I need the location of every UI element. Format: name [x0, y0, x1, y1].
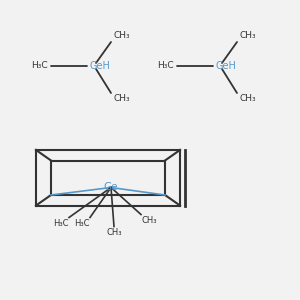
Text: GeH: GeH	[90, 61, 111, 71]
Text: GeH: GeH	[216, 61, 237, 71]
Text: CH₃: CH₃	[114, 94, 130, 103]
Text: CH₃: CH₃	[240, 32, 256, 40]
Text: H₃C: H₃C	[53, 219, 69, 228]
Text: CH₃: CH₃	[114, 32, 130, 40]
Text: H₃C: H₃C	[158, 61, 174, 70]
Text: H₃C: H₃C	[32, 61, 48, 70]
Text: CH₃: CH₃	[106, 228, 122, 237]
Text: CH₃: CH₃	[141, 216, 157, 225]
Text: CH₃: CH₃	[240, 94, 256, 103]
Text: H₃C: H₃C	[74, 219, 90, 228]
Text: Ge: Ge	[104, 182, 118, 193]
